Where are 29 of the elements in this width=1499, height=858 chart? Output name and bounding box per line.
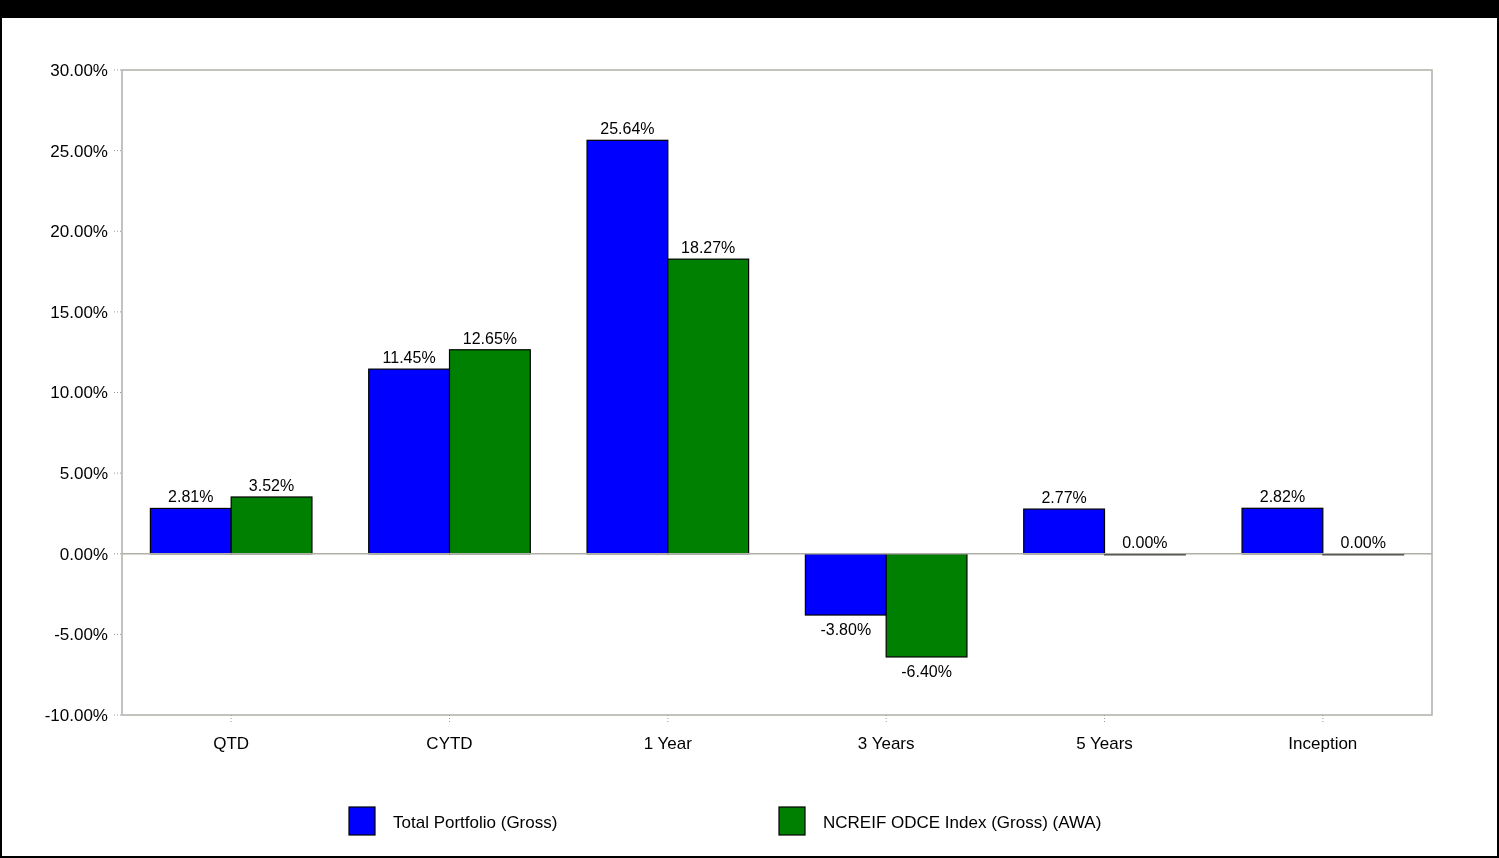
data-label: 12.65% [462, 329, 518, 347]
data-label: 3.52% [248, 476, 295, 494]
data-label: 0.00% [1340, 533, 1386, 551]
data-label: 2.82% [1259, 488, 1306, 506]
x-tick-label: 1 Year [643, 734, 693, 753]
data-label: 2.81% [168, 488, 214, 506]
y-tick-label: -5.00% [54, 625, 108, 645]
y-tick-label: 20.00% [50, 222, 108, 242]
x-tick-label: 3 Years [857, 734, 915, 753]
y-tick-label: 15.00% [50, 302, 108, 322]
data-label: -3.80% [820, 621, 872, 639]
x-tick-label: QTD [213, 734, 250, 753]
y-tick-label: 30.00% [50, 60, 108, 80]
x-tick-label: CYTD [426, 734, 473, 753]
y-tick-label: 25.00% [50, 141, 108, 161]
y-tick-label: 5.00% [59, 464, 108, 484]
y-tick-label: 0.00% [59, 544, 108, 564]
data-label: 18.27% [681, 239, 736, 257]
data-label: 0.00% [1122, 533, 1168, 551]
data-label: -6.40% [901, 662, 952, 680]
data-label: 2.77% [1041, 489, 1087, 507]
legend-label: NCREIF ODCE Index (Gross) (AWA) [823, 812, 1102, 832]
data-label: 11.45% [382, 349, 436, 367]
legend-label: Total Portfolio (Gross) [393, 812, 558, 832]
x-tick-label: Inception [1288, 734, 1358, 753]
x-tick-label: 5 Years [1076, 734, 1133, 753]
y-tick-label: 10.00% [50, 383, 108, 403]
y-tick-label: -10.00% [44, 705, 108, 725]
data-label: 25.64% [600, 120, 655, 138]
